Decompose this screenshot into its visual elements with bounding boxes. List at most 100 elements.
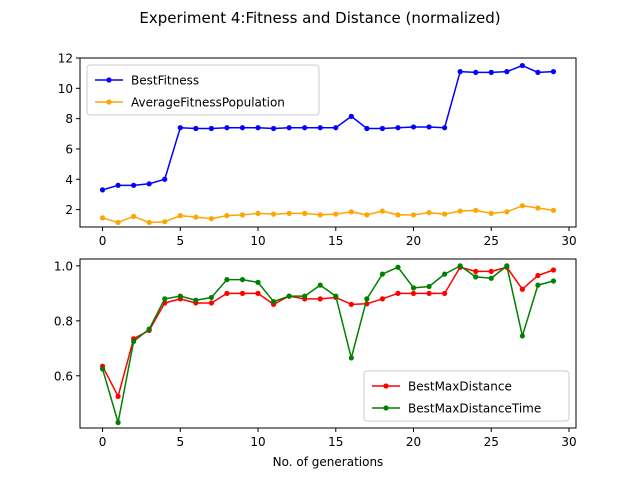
- top-point-bestfitness-20: [410, 124, 417, 130]
- bottom-x-tick-label: 0: [99, 435, 107, 449]
- top-point-bestfitness-5: [177, 125, 183, 131]
- bottom-x-axis-label: No. of generations: [273, 455, 384, 469]
- top-point-bestfitness-3: [146, 181, 152, 187]
- top-point-bestfitness-22: [442, 125, 448, 131]
- bottom-point-bestmaxdistancetime-5: [177, 293, 183, 299]
- bottom-point-bestmaxdistancetime-8: [224, 277, 230, 283]
- bottom-y-tick-label: 1.0: [54, 259, 73, 273]
- bottom-legend-box: [363, 370, 570, 422]
- bottom-x-tick-label: 10: [250, 435, 265, 449]
- top-point-bestfitness-11: [270, 125, 277, 132]
- top-point-bestfitness-6: [193, 125, 199, 132]
- top-axes-frame: [79, 57, 577, 228]
- top-point-bestfitness-8: [224, 125, 230, 131]
- top-y-tick-label: 4: [65, 173, 73, 187]
- bottom-x-tick-label: 25: [484, 435, 499, 449]
- top-point-bestfitness-27: [519, 62, 525, 69]
- top-x-tick-label: 25: [484, 234, 499, 248]
- top-legend-label-averagefitnesspopulation: AverageFitnessPopulation: [131, 96, 285, 110]
- top-point-bestfitness-21: [426, 124, 432, 130]
- top-point-bestfitness-29: [550, 69, 557, 75]
- top-point-averagefitnesspopulation-28: [535, 205, 541, 211]
- top-point-bestfitness-17: [364, 125, 370, 132]
- top-legend-box: [86, 64, 320, 116]
- top-x-tick-label: 0: [99, 234, 107, 248]
- bottom-point-bestmaxdistance-29: [550, 267, 557, 273]
- bottom-point-bestmaxdistance-9: [239, 290, 246, 296]
- top-point-averagefitnesspopulation-10: [255, 210, 261, 216]
- top-point-bestfitness-25: [488, 69, 494, 75]
- bottom-point-bestmaxdistancetime-20: [410, 285, 417, 291]
- bottom-point-bestmaxdistancetime-11: [270, 298, 277, 305]
- top-point-averagefitnesspopulation-1: [115, 219, 121, 226]
- bottom-point-bestmaxdistance-27: [519, 286, 525, 292]
- top-point-bestfitness-18: [379, 125, 386, 132]
- bottom-point-bestmaxdistancetime-28: [535, 282, 541, 288]
- bottom-point-bestmaxdistance-8: [224, 290, 230, 296]
- top-point-averagefitnesspopulation-13: [302, 210, 308, 216]
- bottom-point-bestmaxdistancetime-18: [379, 271, 386, 277]
- bottom-point-bestmaxdistancetime-3: [146, 326, 152, 332]
- bottom-legend-marker-bestmaxdistance: [383, 383, 389, 389]
- top-point-bestfitness-10: [255, 125, 261, 131]
- bottom-point-bestmaxdistancetime-4: [162, 296, 168, 302]
- bottom-point-bestmaxdistance-16: [348, 301, 354, 307]
- top-x-tick-label: 15: [328, 234, 343, 248]
- top-point-averagefitnesspopulation-3: [146, 219, 152, 226]
- bottom-point-bestmaxdistance-24: [473, 268, 479, 274]
- bottom-x-tick-label: 5: [176, 435, 184, 449]
- top-point-averagefitnesspopulation-24: [473, 207, 479, 213]
- top-point-bestfitness-7: [208, 125, 214, 132]
- bottom-point-bestmaxdistancetime-14: [317, 282, 323, 288]
- top-chart: 0 5 10 15 20 25 30 2 4 6 8 10 12 BestFitness AverageFi…: [58, 52, 577, 249]
- bottom-point-bestmaxdistance-22: [442, 290, 448, 296]
- top-point-bestfitness-13: [302, 125, 308, 131]
- top-x-tick-label: 10: [250, 234, 265, 248]
- bottom-series-line-bestmaxdistancetime: [101, 265, 554, 424]
- bottom-axes-frame: [79, 258, 577, 429]
- top-point-bestfitness-28: [535, 69, 541, 75]
- bottom-point-bestmaxdistancetime-7: [208, 294, 214, 301]
- top-point-averagefitnesspopulation-9: [239, 212, 246, 218]
- bottom-x-tick-label: 15: [328, 435, 343, 449]
- bottom-y-tick-label: 0.8: [54, 314, 73, 328]
- top-point-bestfitness-24: [473, 69, 479, 75]
- bottom-chart: 0 5 10 15 20 25 30 0.6 0.8 1.0 No. of generations B…: [54, 258, 577, 469]
- top-y-tick-label: 8: [65, 112, 73, 126]
- top-legend-label-bestfitness: BestFitness: [131, 74, 199, 88]
- top-legend: BestFitness AverageFitnessPopulation: [86, 64, 320, 116]
- bottom-y-tick-label: 0.6: [54, 369, 73, 383]
- top-point-averagefitnesspopulation-5: [177, 213, 183, 219]
- bottom-point-bestmaxdistance-28: [535, 272, 541, 279]
- top-point-averagefitnesspopulation-21: [426, 210, 432, 216]
- top-legend-marker-averagefitnesspopulation: [106, 99, 112, 105]
- bottom-point-bestmaxdistancetime-16: [348, 355, 354, 361]
- top-point-bestfitness-2: [131, 182, 137, 188]
- bottom-point-bestmaxdistancetime-0: [99, 366, 106, 372]
- top-point-averagefitnesspopulation-6: [193, 214, 199, 220]
- top-y-tick-label: 2: [65, 203, 73, 217]
- top-point-averagefitnesspopulation-22: [442, 211, 448, 217]
- bottom-point-bestmaxdistance-7: [208, 300, 214, 306]
- bottom-point-bestmaxdistance-20: [410, 290, 417, 296]
- top-point-averagefitnesspopulation-8: [224, 213, 230, 219]
- top-y-tick-label: 10: [58, 82, 73, 96]
- top-y-tick-label: 12: [58, 52, 73, 66]
- bottom-legend-label-bestmaxdistance: BestMaxDistance: [408, 380, 512, 394]
- top-x-tick-label: 5: [176, 234, 184, 248]
- bottom-point-bestmaxdistancetime-1: [115, 419, 121, 426]
- top-point-averagefitnesspopulation-17: [364, 212, 370, 218]
- top-point-averagefitnesspopulation-2: [131, 213, 137, 219]
- bottom-x-tick-label: 20: [406, 435, 421, 449]
- top-point-bestfitness-9: [239, 125, 246, 131]
- top-point-averagefitnesspopulation-27: [519, 203, 525, 209]
- top-point-bestfitness-1: [115, 182, 121, 188]
- bottom-point-bestmaxdistancetime-25: [488, 275, 494, 281]
- top-point-bestfitness-12: [286, 125, 292, 131]
- bottom-legend-marker-bestmaxdistancetime: [383, 405, 389, 411]
- figure-title: Experiment 4:Fitness and Distance (norma…: [139, 9, 500, 27]
- bottom-point-bestmaxdistancetime-17: [364, 296, 370, 302]
- bottom-point-bestmaxdistancetime-26: [504, 263, 510, 269]
- top-point-bestfitness-4: [162, 176, 168, 182]
- bottom-legend-label-bestmaxdistancetime: BestMaxDistanceTime: [408, 402, 541, 416]
